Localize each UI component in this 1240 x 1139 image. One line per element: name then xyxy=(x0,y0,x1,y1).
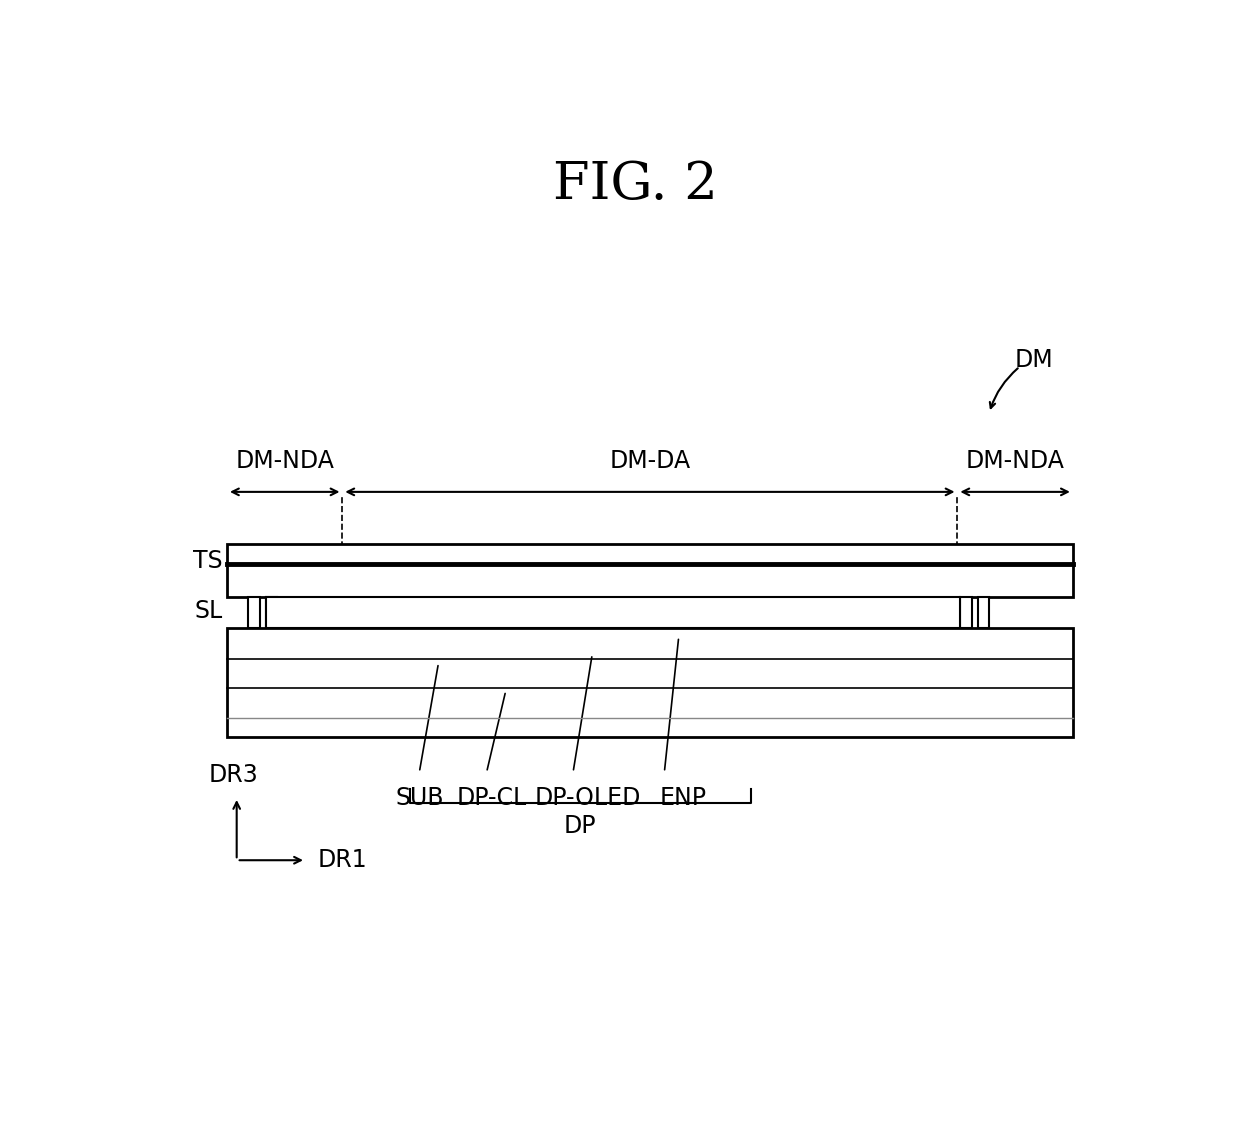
Text: TS: TS xyxy=(192,549,222,573)
Text: SUB: SUB xyxy=(396,786,444,810)
Bar xyxy=(265,597,277,628)
Text: DM: DM xyxy=(1016,349,1054,372)
Text: DM-NDA: DM-NDA xyxy=(236,449,334,473)
Text: SL: SL xyxy=(193,599,222,623)
Text: FIG. 2: FIG. 2 xyxy=(553,159,718,211)
Bar xyxy=(960,597,972,628)
Bar xyxy=(265,597,960,628)
Text: DM-DA: DM-DA xyxy=(609,449,691,473)
Bar xyxy=(977,597,990,628)
Text: DP-OLED: DP-OLED xyxy=(534,786,641,810)
Text: DP: DP xyxy=(564,813,596,838)
Text: DR1: DR1 xyxy=(317,849,367,872)
Bar xyxy=(227,544,1073,597)
Bar xyxy=(248,597,259,628)
Text: DP-CL: DP-CL xyxy=(456,786,527,810)
Bar xyxy=(227,628,1073,737)
Text: DR3: DR3 xyxy=(208,762,259,787)
Text: DM-NDA: DM-NDA xyxy=(966,449,1064,473)
Text: ENP: ENP xyxy=(660,786,707,810)
